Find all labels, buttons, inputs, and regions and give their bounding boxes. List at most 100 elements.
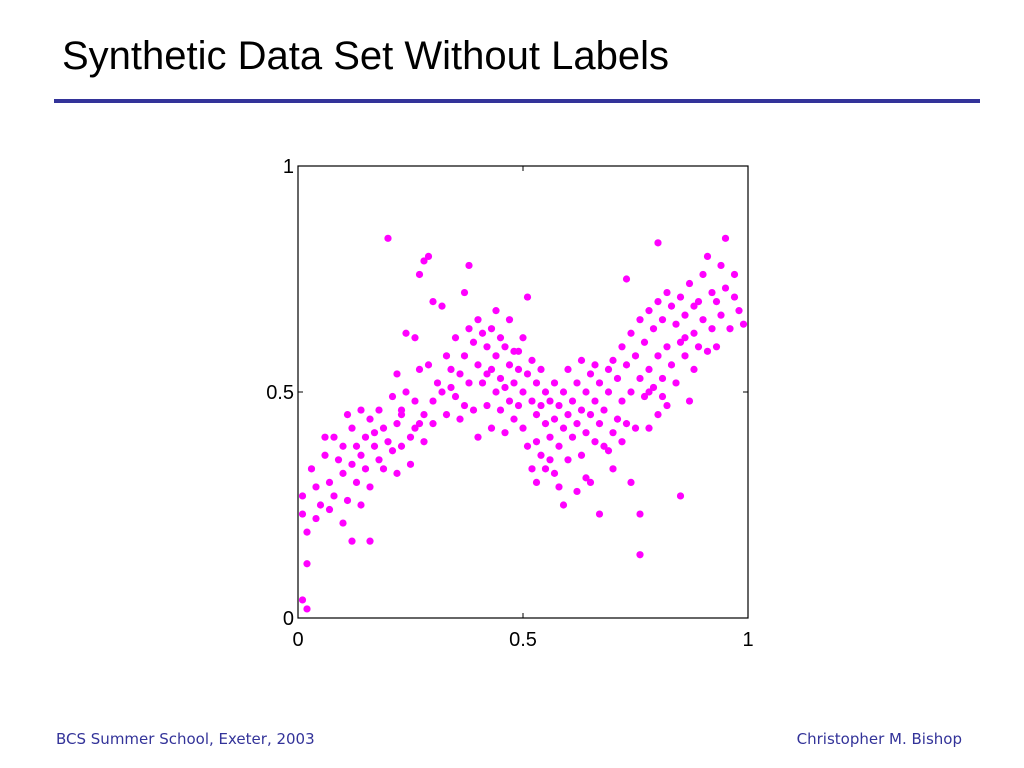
data-point — [694, 343, 703, 351]
data-point — [361, 433, 370, 441]
data-point — [730, 270, 739, 279]
data-point — [609, 356, 617, 364]
data-point — [474, 433, 482, 441]
data-point — [654, 239, 662, 247]
footer-author: Christopher M. Bishop — [796, 730, 962, 748]
data-point — [375, 456, 383, 464]
data-point — [609, 465, 617, 473]
data-point — [712, 298, 721, 306]
data-point — [550, 469, 559, 477]
data-point — [388, 392, 397, 401]
data-point — [636, 316, 644, 324]
data-point — [568, 397, 577, 405]
data-point — [406, 433, 415, 441]
data-point — [496, 406, 505, 414]
data-point — [690, 329, 698, 337]
data-point — [654, 298, 662, 306]
data-point — [726, 325, 734, 333]
title-underline — [54, 99, 980, 103]
data-point — [537, 451, 545, 459]
data-point — [510, 415, 518, 423]
data-point — [492, 307, 500, 315]
data-point — [456, 370, 464, 378]
data-point — [658, 374, 667, 383]
data-point — [379, 465, 388, 473]
data-point — [663, 343, 671, 351]
data-point — [456, 415, 464, 423]
x-tick-label: 0 — [292, 629, 303, 651]
data-point — [402, 329, 410, 337]
data-point — [676, 492, 685, 500]
data-point — [442, 411, 451, 419]
data-point — [330, 492, 338, 500]
data-point — [636, 510, 644, 518]
data-point — [393, 420, 401, 428]
data-point — [577, 451, 586, 459]
scatter-chart: 0 0.5 1 0 0.5 1 — [240, 140, 780, 660]
data-point — [321, 451, 329, 459]
data-point — [357, 501, 365, 509]
data-point — [663, 288, 671, 297]
data-point — [618, 438, 626, 446]
data-point — [573, 379, 581, 387]
data-point — [501, 429, 509, 437]
data-point — [658, 316, 667, 324]
data-point — [366, 483, 374, 491]
data-point — [546, 397, 554, 405]
data-point — [415, 365, 424, 373]
data-point — [618, 343, 626, 351]
data-point — [681, 311, 689, 319]
data-point — [411, 424, 419, 432]
data-point — [649, 325, 658, 333]
data-point — [388, 447, 397, 455]
data-point — [415, 420, 424, 428]
data-point — [622, 361, 631, 369]
data-point — [582, 429, 590, 437]
data-point — [469, 406, 478, 414]
data-point — [334, 456, 343, 464]
data-point — [658, 392, 667, 401]
data-point — [703, 252, 712, 260]
data-point — [510, 379, 518, 387]
data-point — [303, 528, 311, 536]
data-point — [298, 596, 307, 604]
data-point — [568, 433, 577, 441]
data-point — [487, 365, 496, 373]
scatter-plot-svg: 0 0.5 1 0 0.5 1 — [266, 156, 753, 651]
data-point — [573, 420, 581, 428]
data-point — [532, 478, 541, 486]
data-point — [460, 352, 469, 360]
data-point — [339, 469, 347, 477]
data-point — [307, 465, 316, 473]
data-point — [505, 361, 514, 369]
y-tick-label: 1 — [283, 156, 294, 178]
data-point — [676, 293, 685, 301]
data-point — [735, 307, 743, 315]
data-point — [591, 361, 599, 369]
data-point — [694, 298, 703, 306]
data-point — [564, 365, 572, 373]
data-point — [393, 469, 401, 477]
data-point — [550, 415, 559, 423]
data-point — [312, 514, 320, 523]
data-point — [397, 442, 406, 450]
data-point — [375, 406, 383, 414]
data-point — [352, 442, 361, 450]
data-point — [393, 370, 401, 378]
data-point — [384, 234, 392, 242]
data-point — [730, 293, 739, 301]
data-point — [604, 447, 613, 455]
data-point — [708, 325, 716, 333]
data-point — [582, 388, 590, 396]
data-point — [667, 361, 676, 369]
data-point — [703, 347, 712, 355]
data-point — [361, 465, 370, 473]
data-point — [483, 370, 491, 378]
data-point — [541, 388, 550, 396]
data-point — [465, 379, 473, 387]
data-point — [667, 302, 676, 310]
data-point — [447, 365, 455, 373]
data-point — [312, 483, 320, 491]
data-point — [528, 465, 536, 473]
data-point — [339, 442, 347, 450]
